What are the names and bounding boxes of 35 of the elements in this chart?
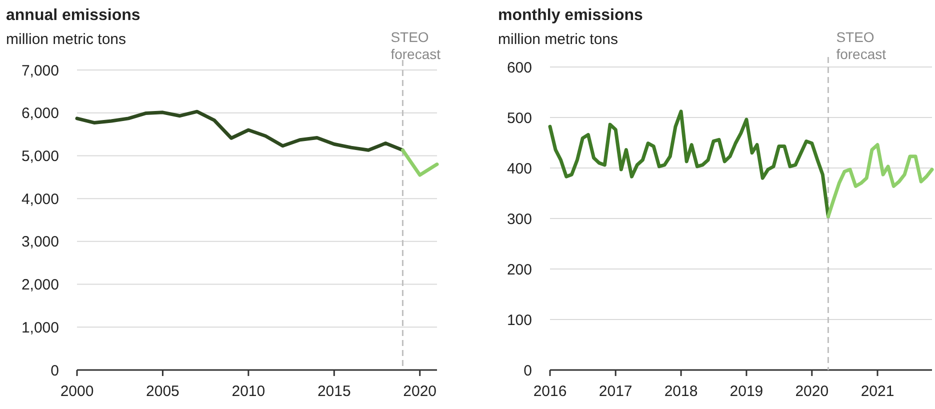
line-series <box>826 143 934 218</box>
y-tick-label: 1,000 <box>21 319 59 336</box>
ref-line-label: STEO forecast <box>836 29 886 62</box>
x-tick-label: 2000 <box>60 383 94 400</box>
x-tick-label: 2016 <box>533 383 567 400</box>
x-tick-label: 2015 <box>317 383 351 400</box>
ref-line-label: STEO forecast <box>390 29 441 62</box>
line-series <box>75 110 404 152</box>
chart-subtitle: million metric tons <box>6 31 126 48</box>
y-tick-label: 7,000 <box>21 62 59 80</box>
x-tick-label: 2010 <box>232 383 266 400</box>
y-tick-label: 500 <box>506 110 532 127</box>
x-tick-label: 2018 <box>664 383 698 400</box>
x-tick-label: 2020 <box>403 383 437 400</box>
chart-subtitle: million metric tons <box>498 31 618 48</box>
y-tick-label: 5,000 <box>21 148 59 165</box>
y-tick-label: 6,000 <box>21 105 59 122</box>
x-tick-label: 2005 <box>146 383 180 400</box>
y-tick-label: 0 <box>524 362 532 380</box>
x-tick-label: 2020 <box>795 383 829 400</box>
y-tick-label: 200 <box>506 261 532 278</box>
x-tick-label: 2019 <box>730 383 764 400</box>
y-tick-label: 100 <box>506 312 532 329</box>
y-tick-label: 0 <box>50 362 59 380</box>
y-tick-label: 600 <box>506 59 532 76</box>
y-tick-label: 400 <box>506 160 532 178</box>
chart-title: monthly emissions <box>498 7 644 24</box>
y-tick-label: 2,000 <box>21 276 59 294</box>
x-tick-label: 2021 <box>860 383 894 400</box>
x-tick-label: 2017 <box>598 383 632 400</box>
chart-title: annual emissions <box>6 7 140 24</box>
y-tick-label: 3,000 <box>21 234 59 251</box>
y-tick-label: 300 <box>506 210 532 228</box>
y-tick-label: 4,000 <box>21 190 59 208</box>
line-series <box>548 110 830 218</box>
